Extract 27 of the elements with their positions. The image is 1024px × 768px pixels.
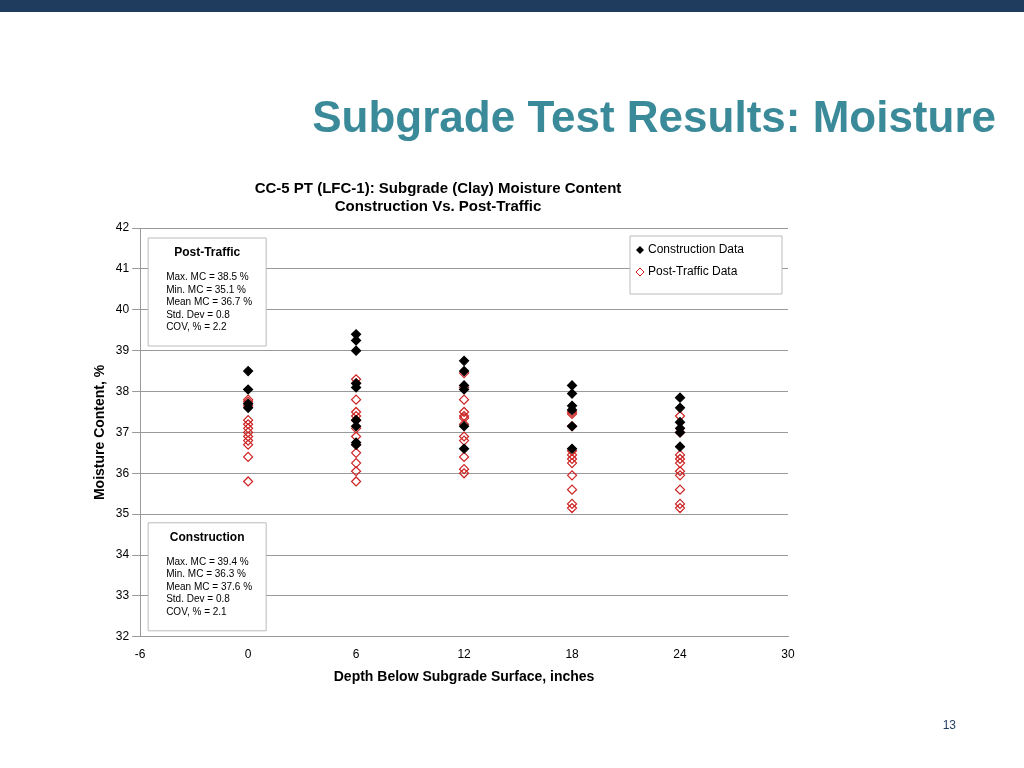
annotation: Post-Traffic Max. MC = 38.5 % Min. MC = 35.1 % Mean MC = 36.7 % Std. Dev = 0.8 COV, % = 2.2 — [166, 245, 253, 332]
y-tick-label: 39 — [115, 342, 130, 357]
y-axis-title: Moisture Content, % — [91, 364, 108, 501]
y-tick-label: 36 — [115, 465, 130, 480]
y-tick-label: 42 — [115, 220, 130, 235]
x-tick-label: 12 — [457, 647, 472, 662]
y-tick-label: 35 — [115, 506, 130, 521]
x-axis-title: Depth Below Subgrade Surface, inches — [333, 668, 595, 685]
y-tick-label: 33 — [115, 588, 130, 603]
x-tick-label: 24 — [673, 647, 688, 662]
y-tick-label: 38 — [115, 383, 130, 398]
legend-label: Post-Traffic Data — [648, 264, 738, 279]
x-tick-label: -6 — [134, 647, 146, 662]
x-tick-label: 6 — [352, 647, 360, 662]
chart-subtitle: CC-5 PT (LFC-1): Subgrade (Clay) Moisture Content Construction Vs. Post-Traffic — [254, 179, 622, 215]
x-tick-label: 0 — [244, 647, 252, 662]
y-tick-label: 40 — [115, 302, 130, 317]
y-tick-label: 34 — [115, 547, 130, 562]
y-tick-label: 37 — [115, 424, 130, 439]
legend-label: Construction Data — [648, 242, 745, 257]
annotation: Construction Max. MC = 39.4 % Min. MC = 36.3 % Mean MC = 37.6 % Std. Dev = 0.8 COV, % = 2.1 — [166, 529, 253, 617]
text: 13 — [942, 718, 956, 732]
y-tick-label: 32 — [115, 629, 130, 644]
y-tick-label: 41 — [115, 261, 130, 276]
chart-title: Subgrade Test Results: Moisture — [312, 92, 996, 142]
x-tick-label: 30 — [781, 647, 795, 662]
x-tick-label: 18 — [565, 647, 580, 662]
